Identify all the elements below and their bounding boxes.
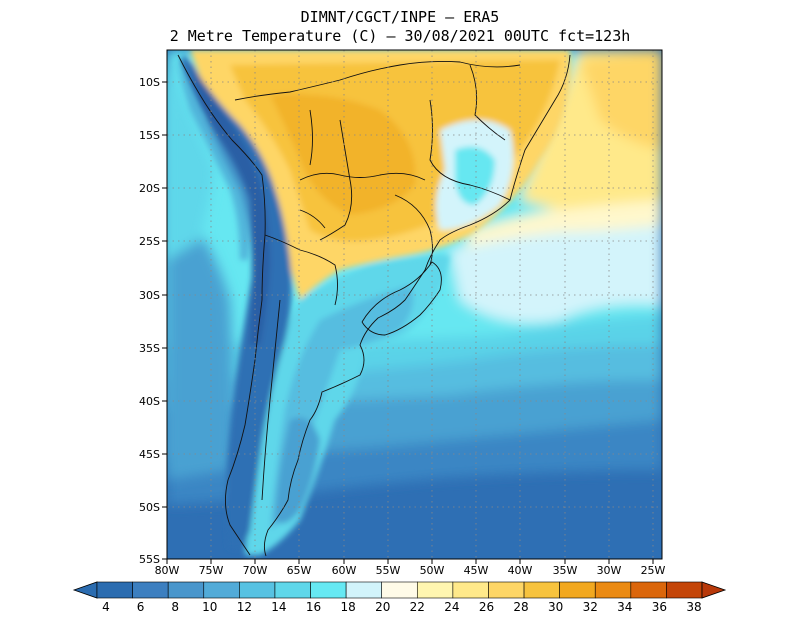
- lon-tick-label: 55W: [376, 564, 401, 577]
- colorbar-label: 32: [583, 600, 598, 614]
- colorbar-swatch: [488, 581, 525, 599]
- map-title-line-1: DIMNT/CGCT/INPE – ERA5: [300, 8, 500, 26]
- colorbar-swatch: [523, 581, 560, 599]
- colorbar-label: 18: [340, 600, 355, 614]
- lat-tick-label: 55S: [139, 553, 160, 566]
- colorbar-swatch: [274, 581, 311, 599]
- lon-tick-label: 45W: [464, 564, 489, 577]
- colorbar-swatch: [416, 581, 454, 599]
- lon-tick-label: 25W: [641, 564, 666, 577]
- colorbar-label: 6: [137, 600, 145, 614]
- colorbar-label: 16: [306, 600, 321, 614]
- lat-tick-label: 25S: [139, 235, 160, 248]
- lon-tick-label: 40W: [508, 564, 533, 577]
- colorbar-swatch: [310, 581, 347, 599]
- colorbar-label: 36: [652, 600, 667, 614]
- colorbar-label: 4: [102, 600, 110, 614]
- colorbar-label: 34: [617, 600, 632, 614]
- colorbar-label: 24: [444, 600, 459, 614]
- lon-tick-label: 50W: [420, 564, 445, 577]
- colorbar-low-arrow: [72, 581, 98, 599]
- colorbar-swatch: [559, 581, 596, 599]
- colorbar-swatch: [594, 581, 632, 599]
- colorbar-swatch: [452, 581, 489, 599]
- lon-tick-label: 70W: [243, 564, 268, 577]
- longitude-axis: 80W 75W 70W 65W 60W 55W 50W 45W 40W 35W …: [155, 559, 666, 577]
- colorbar-swatch: [381, 581, 418, 599]
- map-frame: [166, 49, 663, 560]
- colorbar-label: 14: [271, 600, 286, 614]
- coastlines: [177, 54, 571, 557]
- colorbar-label: 38: [686, 600, 701, 614]
- colorbar-swatch: [203, 581, 240, 599]
- latitude-axis: 10S 15S 20S 25S 30S 35S 40S 45S 50S 55S: [139, 76, 167, 566]
- colorbar-label: 28: [513, 600, 528, 614]
- colorbar-swatch: [666, 581, 703, 599]
- colorbar-labels: 4 6 8 10 12 14 16 18 20 22 24 26 28 30 32 34 36 38: [102, 600, 701, 614]
- lat-tick-label: 15S: [139, 129, 160, 142]
- lat-tick-label: 35S: [139, 342, 160, 355]
- colorbar-label: 30: [548, 600, 563, 614]
- colorbar-swatch: [132, 581, 169, 599]
- colorbar-swatch: [239, 581, 276, 599]
- graticule: [167, 50, 662, 559]
- lon-tick-label: 75W: [199, 564, 224, 577]
- colorbar-label: 8: [171, 600, 179, 614]
- lon-tick-label: 65W: [287, 564, 312, 577]
- lon-tick-label: 60W: [332, 564, 357, 577]
- colorbar-label: 26: [479, 600, 494, 614]
- map-title-line-2: 2 Metre Temperature (C) – 30/08/2021 00U…: [169, 27, 631, 45]
- lat-tick-label: 45S: [139, 448, 160, 461]
- lon-tick-label: 35W: [553, 564, 578, 577]
- lat-tick-label: 30S: [139, 289, 160, 302]
- colorbar-swatch: [345, 581, 383, 599]
- colorbar: 4 6 8 10 12 14 16 18 20 22 24 26 28 30 32 34 36 38: [72, 581, 727, 614]
- colorbar-swatch: [630, 581, 667, 599]
- lat-tick-label: 40S: [139, 395, 160, 408]
- lat-tick-label: 50S: [139, 501, 160, 514]
- lon-tick-label: 80W: [155, 564, 180, 577]
- colorbar-swatch: [167, 581, 205, 599]
- colorbar-label: 20: [375, 600, 390, 614]
- lat-tick-label: 10S: [139, 76, 160, 89]
- lat-tick-label: 20S: [139, 182, 160, 195]
- lon-tick-label: 30W: [597, 564, 622, 577]
- colorbar-label: 22: [410, 600, 425, 614]
- colorbar-label: 12: [237, 600, 252, 614]
- colorbar-segments: [96, 581, 703, 599]
- temperature-field: [167, 50, 662, 559]
- colorbar-label: 10: [202, 600, 217, 614]
- colorbar-swatch: [96, 581, 133, 599]
- colorbar-high-arrow: [701, 581, 727, 599]
